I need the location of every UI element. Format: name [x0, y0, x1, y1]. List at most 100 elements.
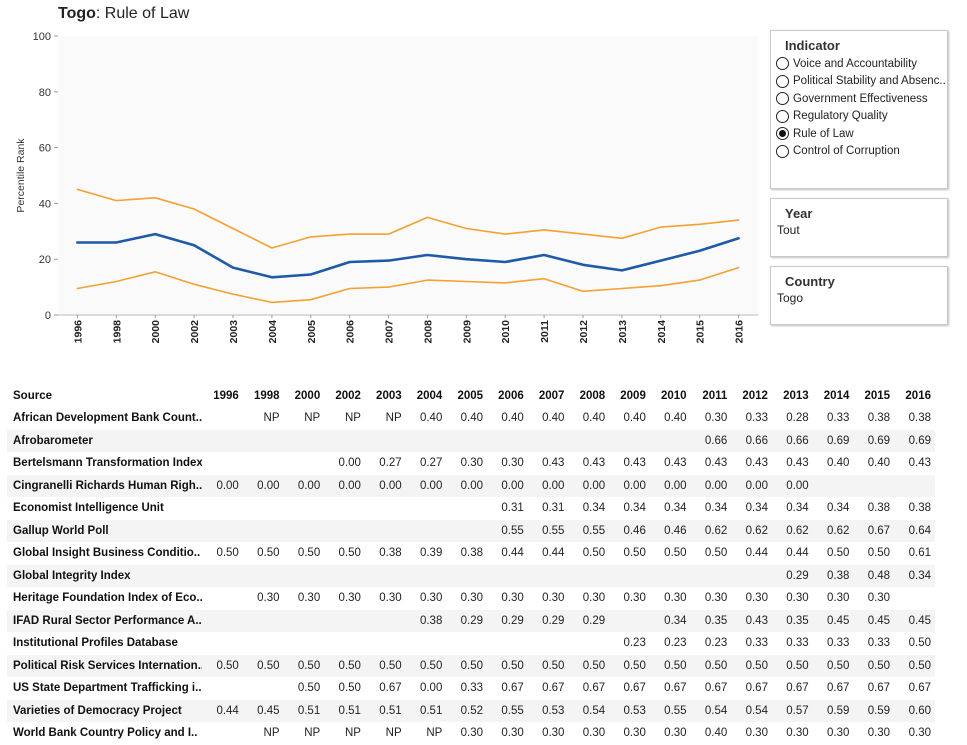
- radio-unselected-icon[interactable]: [776, 74, 789, 88]
- value-cell: [283, 609, 325, 632]
- y-tick-label: 40: [39, 198, 51, 210]
- value-cell: 0.40: [501, 412, 524, 425]
- value-cell: NP: [263, 727, 280, 740]
- value-cell: 0.67: [664, 682, 687, 695]
- value-cell: 0.30: [623, 727, 646, 740]
- value-cell: 0.30: [379, 592, 402, 605]
- value-cell: 0.45: [894, 609, 935, 632]
- value-cell: [365, 497, 406, 520]
- value-cell: NP: [344, 412, 361, 425]
- indicator-panel-title: Indicator: [785, 38, 840, 53]
- value-cell: 0.66: [731, 429, 772, 452]
- value-cell: 0.00: [324, 474, 365, 497]
- value-cell: 0.59: [812, 699, 854, 722]
- indicator-option[interactable]: Voice and Accountability: [776, 55, 947, 73]
- value-cell: 0.33: [745, 637, 768, 650]
- value-cell: 0.43: [542, 457, 565, 470]
- value-cell: 0.00: [446, 474, 488, 497]
- year-filter-panel[interactable]: Year Tout: [770, 198, 948, 257]
- value-cell: 0.67: [704, 682, 728, 695]
- value-cell: 0.30: [786, 592, 809, 605]
- value-cell: 0.50: [527, 654, 569, 677]
- source-name-cell: African Development Bank Count..: [13, 412, 203, 425]
- value-cell: 0.50: [338, 547, 361, 560]
- indicator-option[interactable]: Control of Corruption: [776, 143, 947, 161]
- value-cell: 0.44: [542, 547, 565, 560]
- series-line-lower-bound: [76, 266, 740, 304]
- value-cell: [324, 609, 365, 632]
- value-cell: [609, 564, 650, 587]
- source-name-cell: Heritage Foundation Index of Eco..: [13, 592, 203, 605]
- y-axis-label: Percentile Rank: [15, 138, 27, 213]
- table-row: Varieties of Democracy Project 0.44 0.45 0.…: [7, 699, 935, 722]
- value-cell: [528, 632, 569, 655]
- value-cell: 0.38: [867, 412, 891, 425]
- indicator-option[interactable]: Regulatory Quality: [776, 108, 947, 126]
- value-cell: 0.55: [487, 699, 528, 722]
- value-cell: 0.44: [745, 547, 768, 560]
- value-cell: [446, 632, 487, 655]
- table-row: Global Integrity Index 0.29 0.38 0.48 0.34: [7, 564, 935, 587]
- value-cell: 0.00: [568, 474, 610, 497]
- x-tick-label: 2015: [695, 320, 707, 344]
- indicator-option-label: Regulatory Quality: [793, 110, 888, 123]
- value-cell: [242, 609, 284, 632]
- radio-unselected-icon[interactable]: [776, 109, 789, 123]
- indicator-option-label: Government Effectiveness: [793, 92, 928, 105]
- indicator-option-label: Voice and Accountability: [793, 57, 918, 70]
- value-cell: 0.30: [501, 457, 524, 470]
- value-cell: 0.00: [419, 682, 443, 695]
- radio-unselected-icon[interactable]: [776, 57, 789, 71]
- column-header-year: 2009: [620, 390, 646, 402]
- value-cell: [202, 677, 243, 700]
- source-name-cell: Cingranelli Richards Human Righ..: [7, 474, 203, 497]
- value-cell: [202, 429, 243, 452]
- column-header-year: 2014: [823, 390, 850, 402]
- value-cell: 0.45: [853, 609, 895, 632]
- value-cell: NP: [385, 727, 402, 740]
- value-cell: [364, 564, 406, 587]
- value-cell: 0.30: [582, 727, 606, 740]
- x-tick-label: 2003: [228, 320, 240, 344]
- column-header-year: 2011: [702, 390, 728, 402]
- value-cell: 0.29: [527, 609, 569, 632]
- value-cell: [487, 429, 528, 452]
- value-cell: 0.30: [623, 592, 646, 605]
- table-row: African Development Bank Count.. NP NP NP NP…: [7, 407, 935, 430]
- source-name-cell: Bertelsmann Transformation Index: [13, 457, 203, 470]
- value-cell: 0.34: [894, 564, 935, 587]
- value-cell: 0.33: [867, 637, 891, 650]
- value-cell: [324, 519, 365, 542]
- column-header-year: 2012: [742, 390, 768, 402]
- country-value[interactable]: Togo: [777, 291, 804, 305]
- x-tick-label: 1998: [111, 320, 123, 344]
- indicator-option[interactable]: Government Effectiveness: [776, 90, 947, 108]
- value-cell: 0.55: [487, 519, 528, 542]
- value-cell: 0.00: [731, 474, 772, 497]
- indicator-option[interactable]: Political Stability and Absenc..: [776, 73, 947, 91]
- value-cell: 0.30: [664, 727, 687, 740]
- value-cell: 0.50: [649, 654, 691, 677]
- country-filter-panel[interactable]: Country Togo: [770, 266, 948, 325]
- indicator-option[interactable]: Rule of Law: [776, 125, 947, 143]
- value-cell: [242, 519, 284, 542]
- value-cell: 0.62: [812, 519, 854, 542]
- x-tick-label: 2008: [422, 320, 434, 344]
- series-line-percentile-rank: [76, 232, 740, 279]
- value-cell: 0.50: [609, 654, 650, 677]
- year-value[interactable]: Tout: [777, 223, 800, 237]
- table-row: Institutional Profiles Database 0.23 0.23 0…: [7, 632, 935, 655]
- radio-unselected-icon[interactable]: [776, 92, 789, 106]
- value-cell: [405, 429, 447, 452]
- value-cell: 0.50: [664, 547, 687, 560]
- value-cell: 0.00: [527, 474, 569, 497]
- value-cell: 0.61: [908, 547, 931, 560]
- value-cell: [446, 564, 488, 587]
- value-cell: [202, 564, 243, 587]
- indicator-radio-list: Voice and Accountability Political Stabil…: [771, 55, 947, 160]
- value-cell: 0.30: [338, 592, 361, 605]
- radio-unselected-icon[interactable]: [776, 144, 789, 158]
- value-cell: 0.30: [867, 727, 891, 740]
- value-cell: [202, 609, 243, 632]
- radio-selected-icon[interactable]: [776, 127, 789, 141]
